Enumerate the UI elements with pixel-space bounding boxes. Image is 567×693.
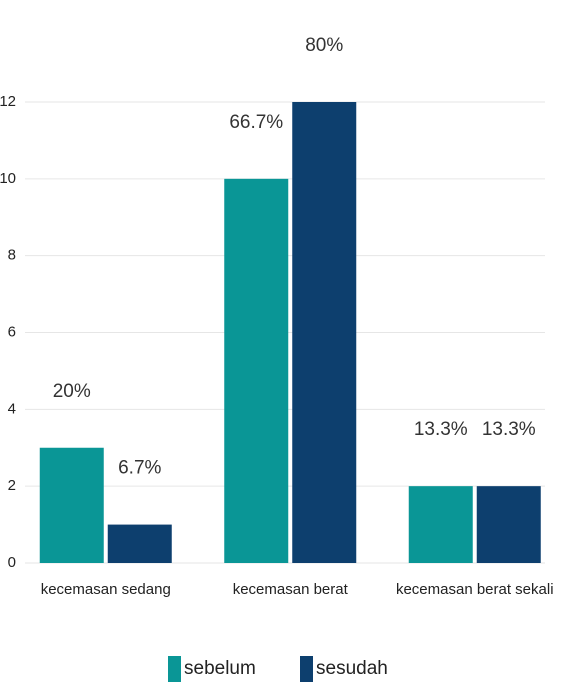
bar bbox=[39, 447, 104, 563]
data-label: 6.7% bbox=[118, 458, 161, 479]
legend-label: sebelum bbox=[184, 658, 256, 679]
y-tick-label: 8 bbox=[8, 247, 16, 264]
y-tick-label: 10 bbox=[0, 170, 16, 187]
legend-swatch bbox=[300, 656, 313, 682]
y-tick-label: 0 bbox=[8, 554, 16, 571]
bar bbox=[224, 178, 289, 564]
x-tick-label: kecemasan berat sekali bbox=[396, 581, 554, 598]
x-tick-label: kecemasan sedang bbox=[41, 581, 171, 598]
y-tick-label: 6 bbox=[8, 323, 16, 340]
bar bbox=[476, 486, 541, 563]
data-label: 13.3% bbox=[414, 419, 468, 440]
bar bbox=[107, 524, 172, 563]
y-tick-label: 2 bbox=[8, 477, 16, 494]
bar bbox=[292, 102, 357, 563]
y-tick-label: 4 bbox=[8, 400, 16, 417]
data-label: 13.3% bbox=[482, 419, 536, 440]
data-label: 20% bbox=[53, 381, 91, 402]
data-label: 66.7% bbox=[229, 112, 283, 133]
y-tick-label: 12 bbox=[0, 93, 16, 110]
legend-label: sesudah bbox=[316, 658, 388, 679]
legend-swatch bbox=[168, 656, 181, 682]
bar bbox=[408, 486, 473, 563]
data-label: 80% bbox=[305, 35, 343, 56]
x-tick-label: kecemasan berat bbox=[233, 581, 349, 598]
